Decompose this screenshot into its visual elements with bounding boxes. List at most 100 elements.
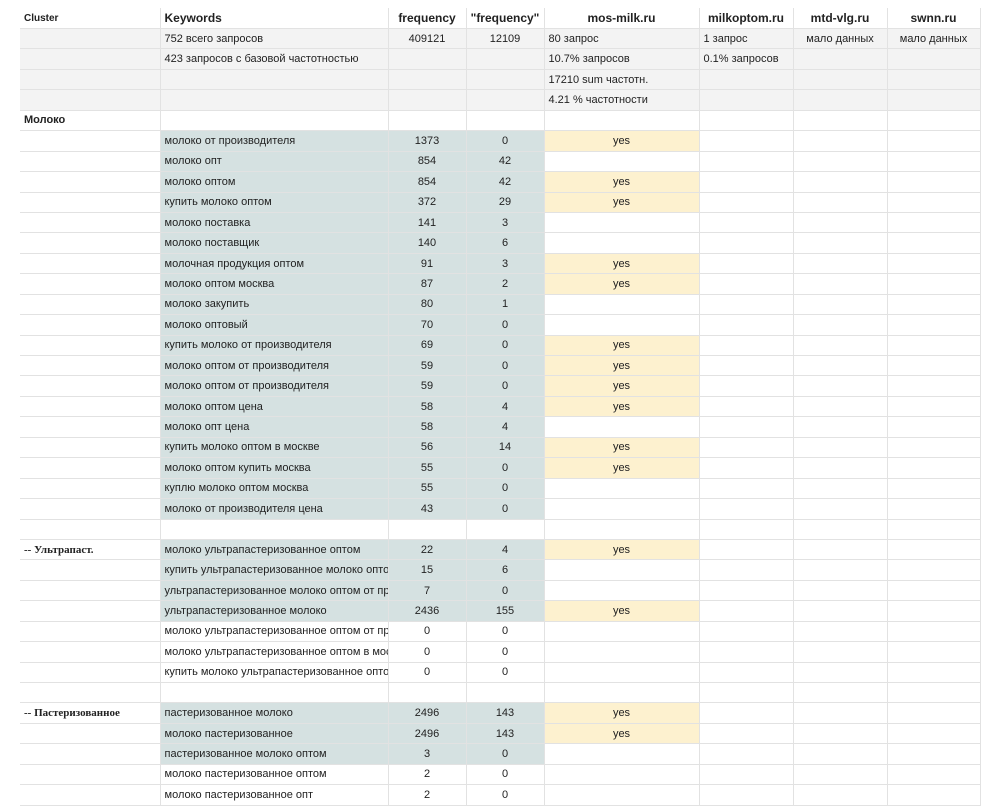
cell: 423 запросов с базовой частотностью	[160, 48, 389, 70]
cell	[793, 192, 888, 213]
row: молоко оптом от производителя 59 0 yes	[20, 355, 981, 377]
cell: молоко оптом	[160, 171, 389, 193]
cell	[793, 580, 888, 602]
row: молоко оптовый 70 0	[20, 314, 981, 336]
cell	[699, 764, 794, 786]
cell	[699, 723, 794, 745]
cell	[466, 110, 545, 132]
cell: 42	[466, 151, 545, 173]
cell: yes	[544, 171, 700, 193]
cell	[793, 457, 888, 479]
cell	[699, 69, 794, 91]
cell: 372	[388, 192, 467, 213]
cell	[887, 212, 981, 234]
row: купить ультрапастеризованное молоко опто…	[20, 559, 981, 581]
cell	[544, 743, 700, 765]
cell: 0	[466, 355, 545, 377]
cell: yes	[544, 253, 700, 275]
spreadsheet: Cluster Keywords frequency "frequency" mos-m…	[20, 8, 981, 806]
cell: 0	[466, 764, 545, 786]
row: молоко оптом москва 87 2 yes	[20, 273, 981, 295]
cell	[793, 784, 888, 806]
cell: 10.7% запросов	[544, 48, 700, 70]
cell	[20, 498, 161, 520]
cell	[887, 764, 981, 786]
cell: молоко ультрапастеризованное оптом	[160, 539, 389, 561]
cell	[699, 192, 794, 213]
cell	[466, 48, 545, 70]
cell: 15	[388, 559, 467, 581]
cell	[20, 519, 161, 540]
row: молоко от производителя 1373 0 yes	[20, 130, 981, 152]
cell: -- Ультрапаст.	[20, 539, 161, 561]
table-body: 752 всего запросов 409121 12109 80 запрос 1 …	[20, 28, 981, 806]
cell: yes	[544, 457, 700, 479]
cell	[699, 437, 794, 459]
cell	[699, 784, 794, 806]
cell	[887, 110, 981, 132]
row: молоко оптом 854 42 yes	[20, 171, 981, 193]
cell: 80	[388, 294, 467, 316]
cell	[699, 641, 794, 663]
cell	[20, 130, 161, 152]
cell: молоко оптом москва	[160, 273, 389, 295]
cell	[887, 784, 981, 806]
cell	[388, 682, 467, 704]
cell	[793, 89, 888, 111]
cell	[887, 273, 981, 295]
cell	[887, 580, 981, 602]
cell	[20, 600, 161, 622]
cell: куплю молоко оптом москва	[160, 478, 389, 500]
cell	[466, 89, 545, 111]
cell	[793, 232, 888, 254]
cell: 0	[466, 478, 545, 500]
cell	[20, 437, 161, 459]
cell: 0	[466, 130, 545, 152]
cell	[887, 682, 981, 704]
cell	[887, 130, 981, 152]
cell	[699, 519, 794, 540]
cell	[388, 69, 467, 91]
cell: 29	[466, 192, 545, 213]
row: молоко поставщик 140 6	[20, 232, 981, 254]
cell	[388, 110, 467, 132]
cell	[793, 253, 888, 275]
cell	[160, 110, 389, 132]
cell: 12109	[466, 28, 545, 50]
cell	[699, 110, 794, 132]
cell	[699, 702, 794, 724]
cell	[20, 69, 161, 91]
cell	[20, 48, 161, 70]
cell: купить молоко от производителя	[160, 335, 389, 357]
cell	[544, 498, 700, 520]
row: 752 всего запросов 409121 12109 80 запрос 1 …	[20, 28, 981, 50]
cell: 3	[466, 253, 545, 275]
row: молоко оптом от производителя 59 0 yes	[20, 375, 981, 397]
cell: 22	[388, 539, 467, 561]
cell	[887, 294, 981, 316]
cell: 58	[388, 416, 467, 438]
cell	[20, 212, 161, 234]
cell	[544, 580, 700, 602]
row: купить молоко от производителя 69 0 yes	[20, 335, 981, 357]
cell: 4	[466, 396, 545, 418]
cell	[20, 416, 161, 438]
cell	[20, 784, 161, 806]
cell	[793, 621, 888, 643]
cell	[20, 662, 161, 684]
cell	[887, 89, 981, 111]
row: молоко оптом цена 58 4 yes	[20, 396, 981, 418]
cell	[160, 682, 389, 704]
row: молоко опт цена 58 4	[20, 416, 981, 438]
cell: 2496	[388, 723, 467, 745]
cell: 0	[388, 662, 467, 684]
cell: 7	[388, 580, 467, 602]
cell	[20, 764, 161, 786]
cell: молоко опт	[160, 151, 389, 173]
cell	[887, 641, 981, 663]
cell: 55	[388, 457, 467, 479]
cell	[887, 232, 981, 254]
cell	[887, 559, 981, 581]
cell: 42	[466, 171, 545, 193]
cell	[544, 519, 700, 540]
